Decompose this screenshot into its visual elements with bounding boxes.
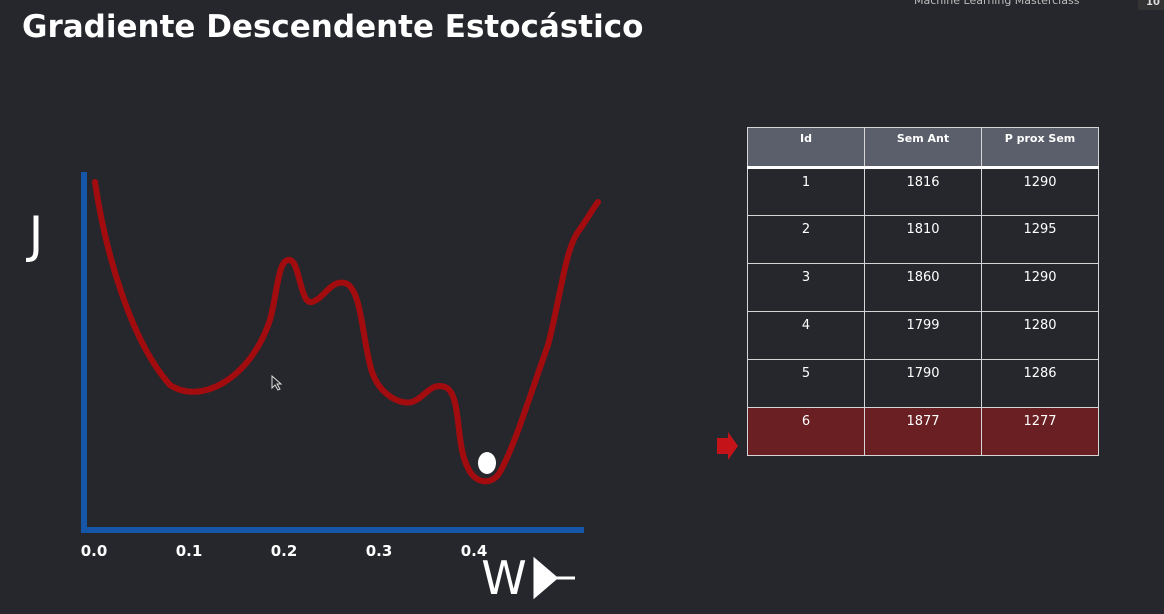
top-corner: 10: [1146, 0, 1160, 8]
table-cell: 3: [747, 263, 865, 312]
table-cell: 1877: [864, 407, 982, 456]
x-label: W: [481, 551, 526, 605]
table-cell: 1816: [864, 167, 982, 216]
x-ticks: 0.0 0.1 0.2 0.3 0.4: [81, 542, 488, 560]
table-cell: 1290: [981, 167, 1099, 216]
y-label: J: [26, 206, 44, 264]
ball: [478, 452, 496, 474]
table-cell: 6: [747, 407, 865, 456]
table-cell: 5: [747, 359, 865, 408]
corner-box: [1138, 0, 1164, 10]
table-row: 4 1799 1280: [747, 311, 1099, 360]
table-cell: 4: [747, 311, 865, 360]
table-row: 5 1790 1286: [747, 359, 1099, 408]
table-row: 6 1877 1277: [747, 407, 1099, 456]
row-pointer: [717, 432, 738, 460]
table-cell: 1790: [864, 359, 982, 408]
top-caption: Machine Learning Masterclass: [914, 0, 1080, 7]
x-tick-label: 0.0: [81, 542, 108, 560]
column-header: P prox Sem: [981, 127, 1099, 169]
x-tick-label: 0.1: [176, 542, 203, 560]
table-cell: 1860: [864, 263, 982, 312]
table-row: 2 1810 1295: [747, 215, 1099, 264]
table-cell: 1: [747, 167, 865, 216]
table-cell: 1290: [981, 263, 1099, 312]
table-cell: 1286: [981, 359, 1099, 408]
mouse-cursor: [271, 374, 283, 391]
header-row: Id Sem Ant P prox Sem: [747, 127, 1099, 169]
table-row: 3 1860 1290: [747, 263, 1099, 312]
x-tick-label: 0.4: [461, 542, 488, 560]
table-row: 1 1816 1290: [747, 167, 1099, 216]
x-tick-label: 0.3: [366, 542, 393, 560]
table-cell: 2: [747, 215, 865, 264]
slide-title: Gradiente Descendente Estocástico: [22, 9, 643, 45]
table-cell: 1280: [981, 311, 1099, 360]
column-header: Id: [747, 127, 865, 169]
cost-curve: [92, 179, 601, 485]
column-header: Sem Ant: [864, 127, 982, 169]
table-cell: 1810: [864, 215, 982, 264]
table-cell: 1295: [981, 215, 1099, 264]
data-table: Id Sem Ant P prox Sem 1 1816 1290 2 1810 1295 3 18…: [747, 127, 1099, 456]
table-cell: 1799: [864, 311, 982, 360]
x-tick-label: 0.2: [271, 542, 298, 560]
table-cell: 1277: [981, 407, 1099, 456]
w-arrow: [533, 556, 575, 600]
